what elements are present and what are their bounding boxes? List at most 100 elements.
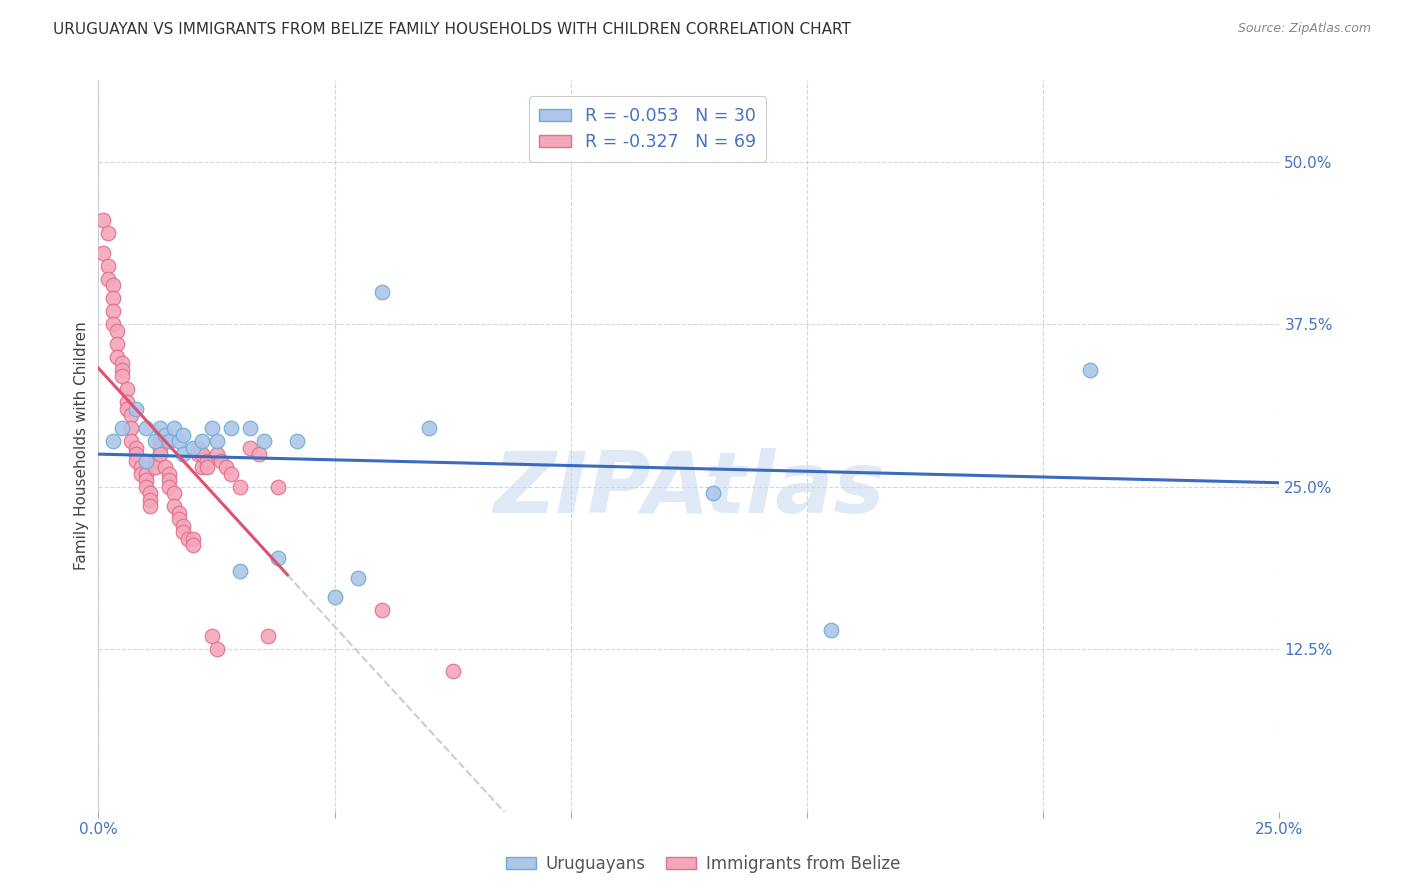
Text: Source: ZipAtlas.com: Source: ZipAtlas.com xyxy=(1237,22,1371,36)
Point xyxy=(149,447,172,461)
Point xyxy=(111,421,134,435)
Point xyxy=(215,460,238,475)
Point xyxy=(101,304,124,318)
Point xyxy=(101,434,124,449)
Point xyxy=(219,421,242,435)
Point xyxy=(163,421,186,435)
Point xyxy=(163,499,186,513)
Point xyxy=(172,447,194,461)
Point xyxy=(181,538,204,552)
Point xyxy=(91,245,114,260)
Point xyxy=(125,441,148,455)
Legend: Uruguayans, Immigrants from Belize: Uruguayans, Immigrants from Belize xyxy=(499,848,907,880)
Point xyxy=(153,427,176,442)
Point xyxy=(121,408,143,422)
Point xyxy=(149,421,172,435)
Point xyxy=(371,285,394,299)
Point xyxy=(139,499,162,513)
Point xyxy=(247,447,270,461)
Point xyxy=(135,473,157,487)
Point xyxy=(257,629,280,643)
Point xyxy=(323,590,346,604)
Point xyxy=(129,467,152,481)
Point xyxy=(253,434,276,449)
Point xyxy=(201,629,224,643)
Point xyxy=(177,532,200,546)
Point xyxy=(187,441,209,455)
Point xyxy=(195,453,218,467)
Point xyxy=(105,336,128,351)
Point xyxy=(172,427,194,442)
Point xyxy=(157,434,180,449)
Point xyxy=(181,441,204,455)
Point xyxy=(441,665,464,679)
Point xyxy=(105,350,128,364)
Point xyxy=(347,571,370,585)
Point xyxy=(125,453,148,467)
Point xyxy=(149,434,172,449)
Point xyxy=(181,532,204,546)
Point xyxy=(143,434,166,449)
Point xyxy=(239,441,262,455)
Point xyxy=(172,525,194,540)
Point xyxy=(201,421,224,435)
Point xyxy=(97,226,120,240)
Point xyxy=(167,506,190,520)
Point xyxy=(91,213,114,227)
Point xyxy=(135,453,157,467)
Legend: R = -0.053   N = 30, R = -0.327   N = 69: R = -0.053 N = 30, R = -0.327 N = 69 xyxy=(529,96,766,161)
Point xyxy=(239,421,262,435)
Text: URUGUAYAN VS IMMIGRANTS FROM BELIZE FAMILY HOUSEHOLDS WITH CHILDREN CORRELATION : URUGUAYAN VS IMMIGRANTS FROM BELIZE FAMI… xyxy=(53,22,851,37)
Point xyxy=(115,382,138,396)
Point xyxy=(229,564,252,578)
Point xyxy=(820,623,842,637)
Point xyxy=(135,480,157,494)
Point xyxy=(121,421,143,435)
Point xyxy=(157,480,180,494)
Point xyxy=(167,512,190,526)
Point xyxy=(191,447,214,461)
Point xyxy=(267,551,290,566)
Point xyxy=(418,421,440,435)
Point xyxy=(371,603,394,617)
Point xyxy=(191,460,214,475)
Point xyxy=(129,460,152,475)
Point xyxy=(97,259,120,273)
Point xyxy=(139,486,162,500)
Point xyxy=(121,434,143,449)
Point xyxy=(229,480,252,494)
Point xyxy=(163,486,186,500)
Point xyxy=(191,434,214,449)
Point xyxy=(209,453,232,467)
Point xyxy=(702,486,724,500)
Point xyxy=(105,324,128,338)
Point xyxy=(1080,362,1102,376)
Point xyxy=(205,447,228,461)
Y-axis label: Family Households with Children: Family Households with Children xyxy=(75,322,89,570)
Point xyxy=(149,441,172,455)
Point xyxy=(125,401,148,416)
Point xyxy=(97,271,120,285)
Point xyxy=(125,447,148,461)
Point xyxy=(195,460,218,475)
Point xyxy=(205,642,228,657)
Point xyxy=(135,467,157,481)
Point xyxy=(285,434,308,449)
Point xyxy=(143,460,166,475)
Point xyxy=(267,480,290,494)
Point xyxy=(111,362,134,376)
Point xyxy=(205,434,228,449)
Point xyxy=(172,518,194,533)
Point xyxy=(153,460,176,475)
Point xyxy=(143,453,166,467)
Point xyxy=(157,467,180,481)
Point xyxy=(101,278,124,293)
Point xyxy=(157,473,180,487)
Point xyxy=(135,421,157,435)
Point xyxy=(167,434,190,449)
Text: ZIPAtlas: ZIPAtlas xyxy=(494,449,884,532)
Point xyxy=(115,395,138,409)
Point xyxy=(115,401,138,416)
Point xyxy=(111,356,134,370)
Point xyxy=(187,447,209,461)
